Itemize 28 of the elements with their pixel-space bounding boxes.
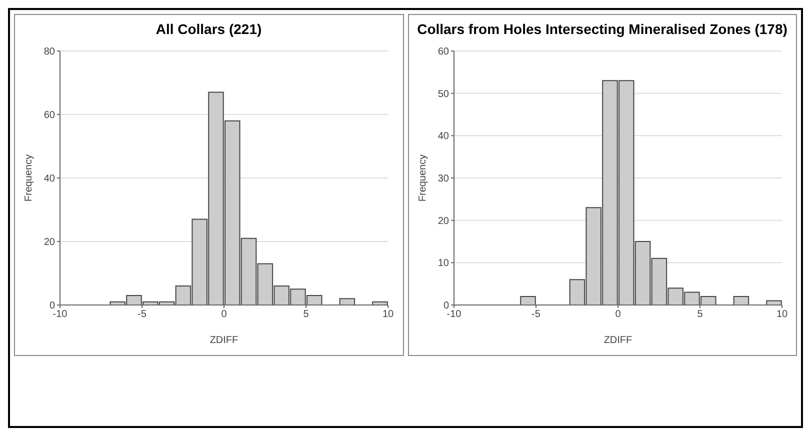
x-axis-title: ZDIFF [210,335,238,346]
x-tick-label: 0 [221,309,228,320]
y-tick-label: 40 [437,131,449,142]
x-tick-label: 10 [382,309,394,320]
chart-title: All Collars (221) [154,21,263,39]
chart-title: Collars from Holes Intersecting Mineralised Zones (178) [416,21,788,39]
x-tick-label: 5 [303,309,310,320]
y-tick-label: 40 [44,174,56,185]
x-axis-title: ZDIFF [603,335,632,346]
x-tick-label: -10 [446,309,462,320]
y-tick-label: 10 [437,258,449,270]
y-tick-label: 60 [437,46,449,58]
y-tick-label: 20 [437,216,449,227]
x-tick-label: -10 [52,309,68,320]
y-tick-label: 80 [44,46,56,58]
y-tick-label: 0 [442,300,449,312]
y-tick-label: 20 [44,237,56,248]
y-tick-label: 60 [44,110,56,122]
x-tick-label: 0 [614,309,621,320]
x-tick-label: 5 [696,309,703,320]
x-tick-label: -5 [138,309,147,320]
x-tick-label: -5 [531,309,540,320]
x-tick-label: 10 [776,309,788,320]
y-tick-label: 0 [49,300,56,312]
y-axis-title: Frequency [417,154,428,202]
y-tick-label: 30 [437,174,449,185]
y-tick-label: 50 [437,88,449,100]
y-axis-title: Frequency [24,154,35,202]
